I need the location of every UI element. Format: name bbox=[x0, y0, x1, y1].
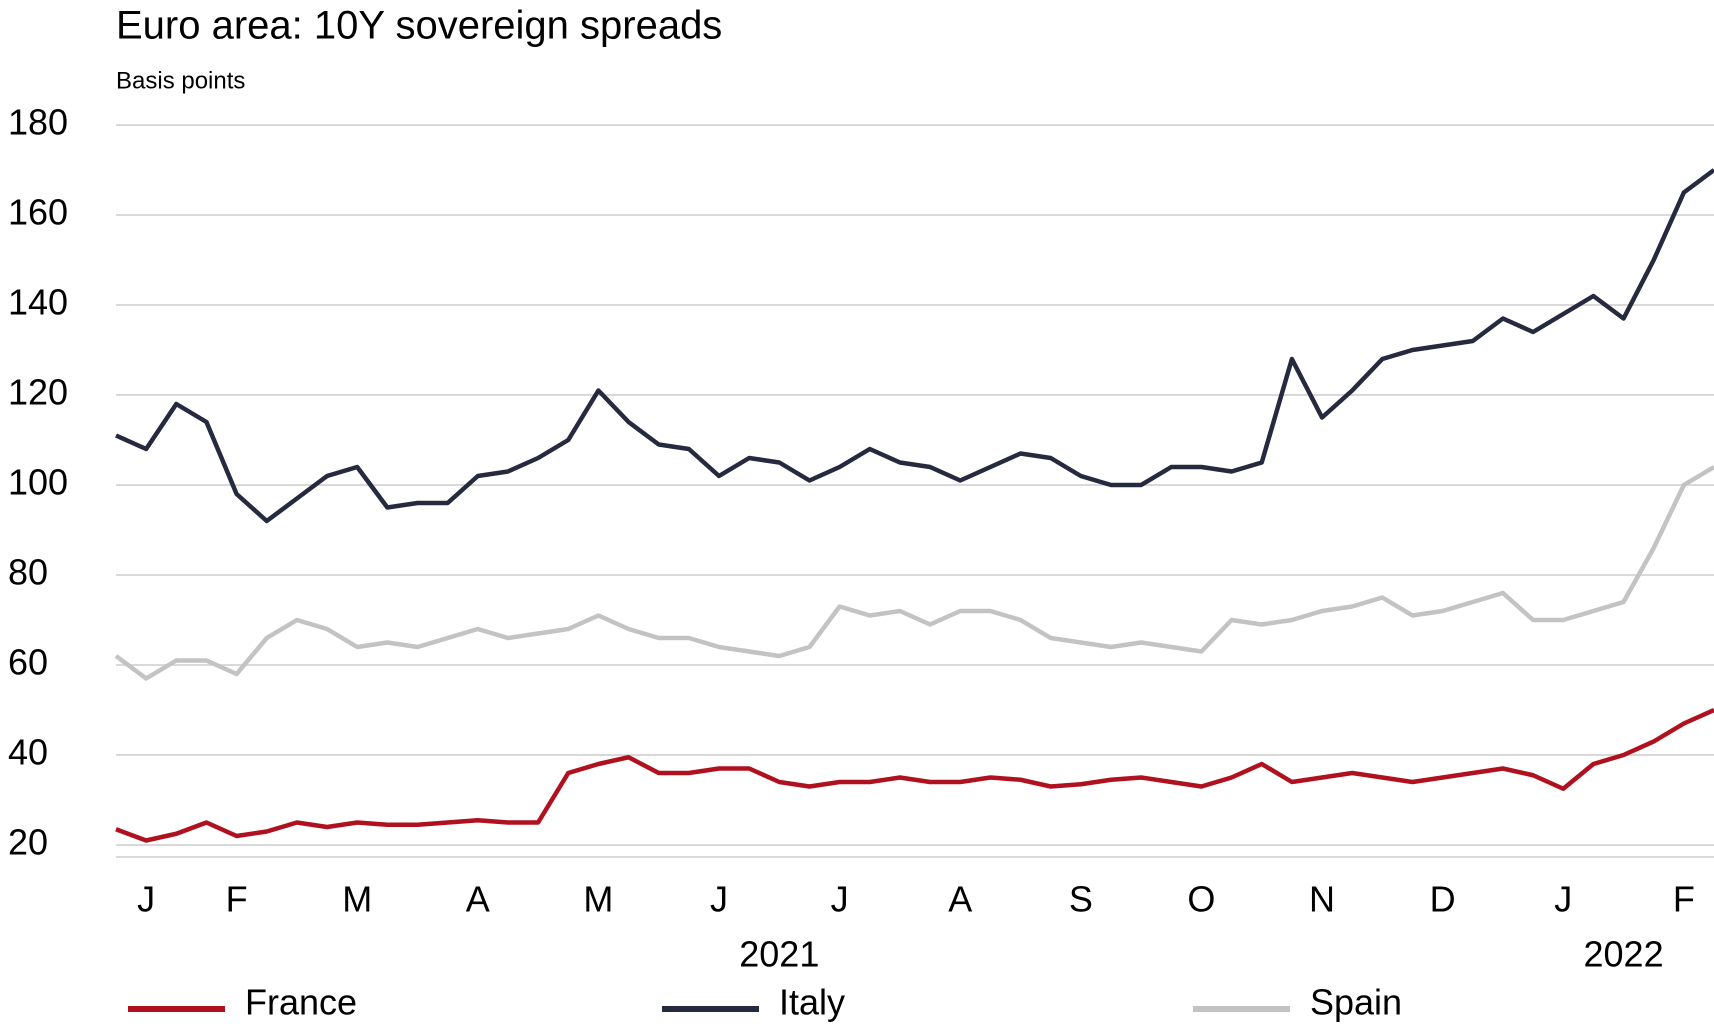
legend-label: Spain bbox=[1310, 982, 1402, 1023]
x-tick-label: O bbox=[1187, 879, 1215, 920]
y-tick-label: 140 bbox=[8, 282, 68, 323]
y-tick-label: 100 bbox=[8, 462, 68, 503]
y-tick-label: 40 bbox=[8, 732, 48, 773]
series-line bbox=[115, 168, 1714, 524]
x-tick-label: N bbox=[1309, 879, 1335, 920]
y-tick-label: 20 bbox=[8, 822, 48, 863]
x-tick-label: J bbox=[1554, 879, 1572, 920]
series-line bbox=[114, 465, 1714, 681]
x-tick-label: D bbox=[1430, 879, 1456, 920]
legend-label: Italy bbox=[779, 982, 845, 1023]
chart-subtitle: Basis points bbox=[116, 67, 245, 94]
x-tick-label: J bbox=[831, 879, 849, 920]
x-tick-label: J bbox=[710, 879, 728, 920]
x-tick-label: S bbox=[1069, 879, 1093, 920]
x-tick-label: M bbox=[583, 879, 613, 920]
y-tick-label: 160 bbox=[8, 192, 68, 233]
chart-title: Euro area: 10Y sovereign spreads bbox=[116, 4, 722, 48]
x-tick-label: A bbox=[948, 879, 972, 920]
series-line bbox=[115, 707, 1714, 843]
year-label: 2022 bbox=[1584, 934, 1664, 975]
y-tick-label: 180 bbox=[8, 102, 68, 143]
legend-label: France bbox=[245, 982, 357, 1023]
x-tick-label: F bbox=[1673, 879, 1695, 920]
y-tick-label: 120 bbox=[8, 372, 68, 413]
y-tick-label: 80 bbox=[8, 552, 48, 593]
x-tick-label: J bbox=[137, 879, 155, 920]
year-label: 2021 bbox=[739, 934, 819, 975]
y-tick-label: 60 bbox=[8, 642, 48, 683]
x-tick-label: A bbox=[466, 879, 490, 920]
x-tick-label: M bbox=[342, 879, 372, 920]
x-tick-label: F bbox=[226, 879, 248, 920]
